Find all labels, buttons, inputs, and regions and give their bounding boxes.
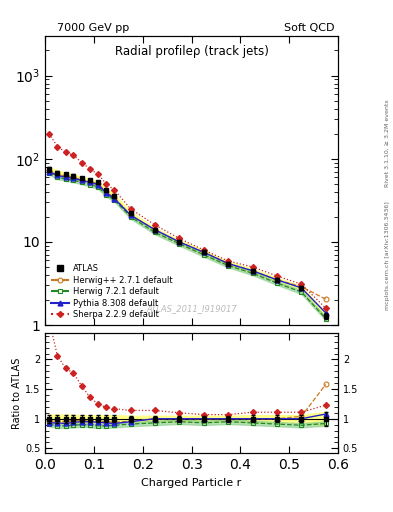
Text: 7000 GeV pp: 7000 GeV pp xyxy=(57,23,129,33)
Legend: ATLAS, Herwig++ 2.7.1 default, Herwig 7.2.1 default, Pythia 8.308 default, Sherp: ATLAS, Herwig++ 2.7.1 default, Herwig 7.… xyxy=(50,263,174,321)
Text: ATLAS_2011_I919017: ATLAS_2011_I919017 xyxy=(146,305,237,313)
Text: Soft QCD: Soft QCD xyxy=(284,23,334,33)
Y-axis label: Ratio to ATLAS: Ratio to ATLAS xyxy=(12,357,22,429)
Text: Radial profileρ (track jets): Radial profileρ (track jets) xyxy=(115,45,268,57)
Text: mcplots.cern.ch [arXiv:1306.3436]: mcplots.cern.ch [arXiv:1306.3436] xyxy=(385,202,390,310)
Text: Rivet 3.1.10, ≥ 3.2M events: Rivet 3.1.10, ≥ 3.2M events xyxy=(385,99,390,187)
X-axis label: Charged Particle r: Charged Particle r xyxy=(141,478,242,487)
